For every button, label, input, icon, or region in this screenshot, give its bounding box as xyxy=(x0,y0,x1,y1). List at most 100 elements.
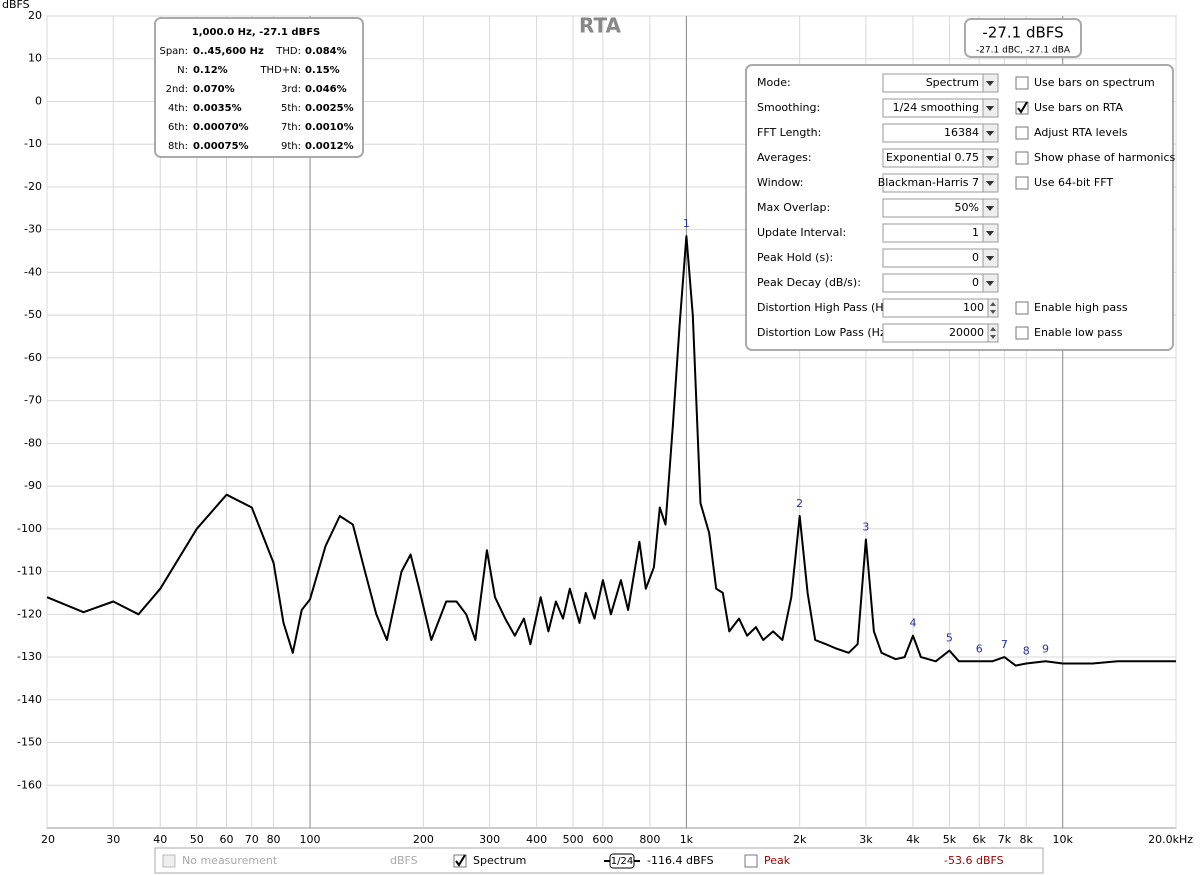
x-tick-label: 50 xyxy=(190,833,204,846)
harmonic-label: 6 xyxy=(976,642,983,655)
control-label: Max Overlap: xyxy=(757,201,830,214)
x-tick-label: 400 xyxy=(526,833,547,846)
info-value: 0.0035% xyxy=(193,103,242,114)
x-tick-label: 7k xyxy=(998,833,1012,846)
checkbox[interactable] xyxy=(1015,326,1029,340)
control-value: Blackman-Harris 7 xyxy=(878,176,979,189)
y-tick-label: -40 xyxy=(24,265,42,278)
info-label: THD: xyxy=(275,46,301,57)
y-tick-label: -10 xyxy=(24,137,42,150)
info-value: 0.0010% xyxy=(305,122,354,133)
check-mark xyxy=(1017,101,1028,114)
spectrum-line xyxy=(46,235,1176,667)
harmonic-label: 9 xyxy=(1042,642,1049,655)
info-value: 0.00070% xyxy=(193,122,249,133)
info-label: 3rd: xyxy=(281,84,301,95)
info-label: 9th: xyxy=(281,141,301,152)
x-tick-label: 5k xyxy=(943,833,957,846)
checkbox[interactable] xyxy=(1015,151,1029,165)
dropdown[interactable] xyxy=(882,198,999,218)
option-label: Use bars on spectrum xyxy=(1034,76,1155,89)
legend-label: No measurement xyxy=(182,854,278,867)
control-label: Window: xyxy=(757,176,803,189)
x-tick-label: 20.0kHz xyxy=(1148,833,1193,846)
y-tick-label: -110 xyxy=(17,565,42,578)
info-label: 8th: xyxy=(168,141,188,152)
control-label: Distortion High Pass (Hz): xyxy=(757,301,897,314)
y-tick-label: -160 xyxy=(17,778,42,791)
harmonic-label: 7 xyxy=(1001,638,1008,651)
info-value: 0.070% xyxy=(193,84,235,95)
checkbox[interactable] xyxy=(162,854,176,868)
dropdown-arrow xyxy=(986,81,994,86)
checkbox[interactable] xyxy=(1015,126,1029,140)
x-tick-label: 500 xyxy=(563,833,584,846)
checkbox[interactable] xyxy=(744,854,758,868)
y-tick-label: -70 xyxy=(24,394,42,407)
info-value: 0.0012% xyxy=(305,141,354,152)
dropdown[interactable] xyxy=(882,123,999,143)
y-tick-label: 20 xyxy=(28,9,42,22)
legend-level: -53.6 dBFS xyxy=(944,854,1004,867)
x-tick-label: 10k xyxy=(1053,833,1074,846)
option-label: Enable high pass xyxy=(1034,301,1128,314)
control-label: Averages: xyxy=(757,151,812,164)
info-label: 2nd: xyxy=(166,84,188,95)
control-label: Distortion Low Pass (Hz): xyxy=(757,326,894,339)
grid: -160-150-140-130-120-110-100-90-80-70-60… xyxy=(17,9,1193,846)
info-label: Span: xyxy=(159,46,188,57)
dropdown[interactable] xyxy=(882,223,999,243)
control-value: Exponential 0.75 xyxy=(886,151,979,164)
dropdown[interactable] xyxy=(882,248,999,268)
x-tick-label: 200 xyxy=(413,833,434,846)
checkbox[interactable] xyxy=(1015,76,1029,90)
control-label: Peak Decay (dB/s): xyxy=(757,276,861,289)
control-value: 100 xyxy=(963,301,984,314)
option-label: Adjust RTA levels xyxy=(1034,126,1128,139)
legend-label: Peak xyxy=(764,854,791,867)
dropdown-arrow xyxy=(986,281,994,286)
control-value: Spectrum xyxy=(926,76,979,89)
checkbox[interactable] xyxy=(1015,176,1029,190)
info-label: 5th: xyxy=(281,103,301,114)
info-label: 4th: xyxy=(168,103,188,114)
info-value: 0.12% xyxy=(193,65,228,76)
control-label: Peak Hold (s): xyxy=(757,251,833,264)
chart-title: RTA xyxy=(579,14,622,38)
x-tick-label: 60 xyxy=(220,833,234,846)
dropdown-arrow xyxy=(986,131,994,136)
legend-label: Spectrum xyxy=(473,854,526,867)
y-tick-label: -20 xyxy=(24,180,42,193)
harmonic-label: 1 xyxy=(683,217,690,230)
readout: -27.1 dBFS -27.1 dBC, -27.1 dBA xyxy=(964,18,1082,58)
info-label: 7th: xyxy=(281,122,301,133)
smoothing-box xyxy=(609,853,635,869)
x-tick-label: 2k xyxy=(793,833,807,846)
control-label: FFT Length: xyxy=(757,126,821,139)
control-value: 1 xyxy=(972,226,979,239)
y-tick-label: -150 xyxy=(17,736,42,749)
x-tick-label: 1k xyxy=(680,833,694,846)
readout-main: -27.1 dBFS xyxy=(982,24,1063,42)
control-value: 16384 xyxy=(944,126,979,139)
check-mark xyxy=(455,854,466,867)
dropdown-button[interactable] xyxy=(987,298,999,318)
checkbox[interactable] xyxy=(1015,301,1029,315)
y-tick-label: -60 xyxy=(24,351,42,364)
dropdown-arrow xyxy=(986,156,994,161)
readout-sub: -27.1 dBC, -27.1 dBA xyxy=(976,46,1071,56)
x-tick-label: 300 xyxy=(479,833,500,846)
x-tick-label: 600 xyxy=(592,833,613,846)
x-tick-label: 40 xyxy=(153,833,167,846)
y-tick-label: 0 xyxy=(35,94,42,107)
dropdown[interactable] xyxy=(882,273,999,293)
option-label: Show phase of harmonics xyxy=(1034,151,1176,164)
info-value: 0.0025% xyxy=(305,103,354,114)
control-label: Smoothing: xyxy=(757,101,820,114)
y-tick-label: -80 xyxy=(24,436,42,449)
info-value: 0.084% xyxy=(305,46,347,57)
dropdown-button[interactable] xyxy=(987,323,999,343)
x-tick-label: 20 xyxy=(41,833,55,846)
legend-bar: No measurement dBFS Spectrum 1/24 -116.4 dBF… xyxy=(154,847,1044,874)
